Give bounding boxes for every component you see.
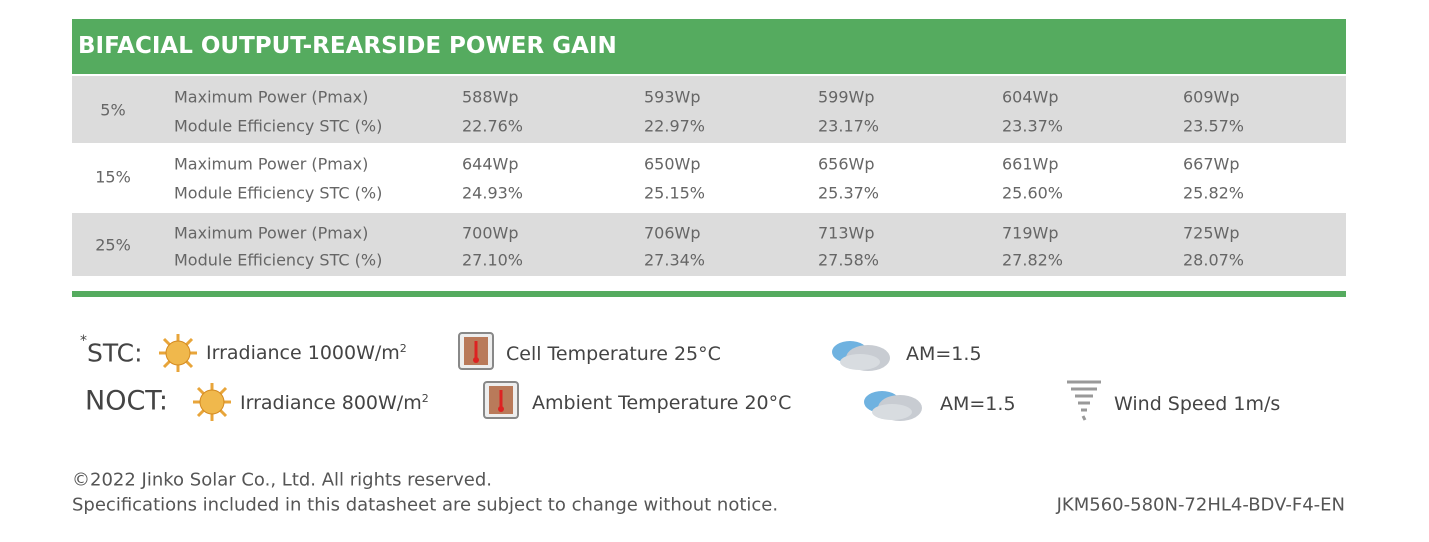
noct-air-mass: AM=1.5 (940, 393, 1016, 415)
power-value: 713Wp (818, 223, 875, 243)
thermometer-icon (483, 381, 520, 420)
efficiency-value: 27.34% (644, 250, 706, 270)
efficiency-value: 27.10% (462, 250, 524, 270)
power-value: 609Wp (1183, 87, 1240, 107)
title: BIFACIAL OUTPUT-REARSIDE POWER GAIN (78, 33, 617, 59)
gain: 25% (95, 235, 131, 254)
row-background (72, 213, 1346, 276)
noct-temperature: Ambient Temperature 20°C (532, 392, 792, 414)
efficiency-value: 23.17% (818, 116, 880, 136)
efficiency-value: 25.37% (818, 183, 880, 203)
power-label: Maximum Power (Pmax) (174, 223, 369, 243)
efficiency-value: 23.37% (1002, 116, 1064, 136)
power-value: 644Wp (462, 154, 519, 174)
notice: Specifications included in this datashee… (72, 494, 779, 516)
gain: 5% (100, 100, 126, 119)
power-label: Maximum Power (Pmax) (174, 154, 369, 174)
header-bar (72, 19, 1346, 74)
efficiency-label: Module Efficiency STC (%) (174, 116, 383, 136)
noct-irradiance: Irradiance 800W/m2 (240, 391, 429, 415)
power-value: 661Wp (1002, 154, 1059, 174)
efficiency-value: 25.15% (644, 183, 706, 203)
power-value: 604Wp (1002, 87, 1059, 107)
row-background (72, 143, 1346, 211)
power-value: 719Wp (1002, 223, 1059, 243)
stc-label: STC: (87, 338, 143, 368)
efficiency-value: 23.57% (1183, 116, 1245, 136)
power-value: 725Wp (1183, 223, 1240, 243)
divider (72, 291, 1346, 297)
power-value: 599Wp (818, 87, 875, 107)
stc-temperature: Cell Temperature 25°C (506, 343, 721, 365)
power-value: 656Wp (818, 154, 875, 174)
thermometer-icon (458, 332, 495, 371)
stc-air-mass: AM=1.5 (906, 343, 982, 365)
noct-label: NOCT: (85, 385, 168, 417)
efficiency-value: 25.82% (1183, 183, 1245, 203)
sun-icon (158, 333, 198, 373)
efficiency-value: 25.60% (1002, 183, 1064, 203)
efficiency-value: 22.76% (462, 116, 524, 136)
power-value: 667Wp (1183, 154, 1240, 174)
stc-irradiance: Irradiance 1000W/m2 (206, 341, 407, 365)
efficiency-value: 22.97% (644, 116, 706, 136)
efficiency-value: 24.93% (462, 183, 524, 203)
power-value: 593Wp (644, 87, 701, 107)
sun-icon (192, 382, 232, 422)
efficiency-label: Module Efficiency STC (%) (174, 250, 383, 270)
copyright: ©2022 Jinko Solar Co., Ltd. All rights r… (72, 469, 492, 491)
power-value: 700Wp (462, 223, 519, 243)
wind-icon (1065, 380, 1103, 422)
row-background (72, 76, 1346, 143)
efficiency-value: 28.07% (1183, 250, 1245, 270)
gain: 15% (95, 167, 131, 187)
efficiency-label: Module Efficiency STC (%) (174, 183, 383, 203)
power-value: 588Wp (462, 87, 519, 107)
document-code: JKM560-580N-72HL4-BDV-F4-EN (1056, 494, 1345, 516)
power-value: 706Wp (644, 223, 701, 243)
noct-wind: Wind Speed 1m/s (1114, 393, 1281, 415)
stc-marker: * (80, 333, 87, 349)
efficiency-value: 27.82% (1002, 250, 1064, 270)
efficiency-value: 27.58% (818, 250, 880, 270)
cloud-icon (832, 341, 890, 371)
power-label: Maximum Power (Pmax) (174, 87, 369, 107)
cloud-icon (864, 391, 922, 421)
power-value: 650Wp (644, 154, 701, 174)
